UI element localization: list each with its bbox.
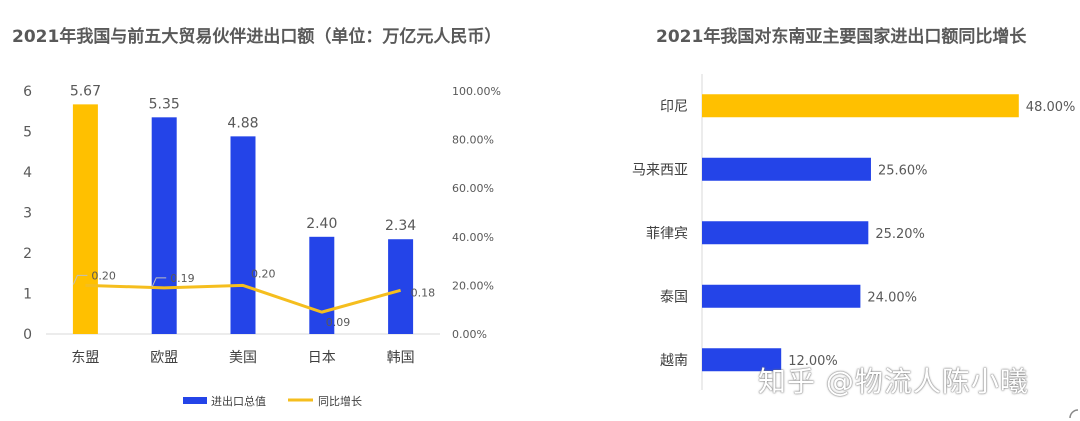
bar-value-label: 2.34 <box>385 218 416 234</box>
growth-value-label: 0.09 <box>326 316 351 329</box>
y-right-tick-label: 60.00% <box>452 182 494 195</box>
y-category-label: 泰国 <box>660 289 688 305</box>
bar-value-label: 4.88 <box>227 115 258 131</box>
y-category-label: 印尼 <box>660 99 688 115</box>
y-left-tick-label: 3 <box>23 206 32 222</box>
hbar-菲律宾 <box>702 221 869 245</box>
y-left-tick-label: 1 <box>23 287 32 303</box>
bar-东盟 <box>72 104 98 335</box>
x-tick-label: 美国 <box>229 350 257 366</box>
x-tick-label: 日本 <box>308 350 336 366</box>
growth-value-label: 0.19 <box>170 272 195 285</box>
x-tick-label: 东盟 <box>71 350 99 366</box>
legend-label-bar: 进出口总值 <box>211 394 266 408</box>
hbar-value-label: 24.00% <box>867 290 917 305</box>
growth-value-label: 0.20 <box>251 267 276 280</box>
hbar-value-label: 25.20% <box>875 227 925 242</box>
bar-value-label: 5.67 <box>70 83 101 99</box>
legend-swatch-bar <box>183 397 207 404</box>
hbar-value-label: 25.60% <box>878 163 928 178</box>
left-chart-title: 2021年我国与前五大贸易伙伴进出口额（单位：万亿元人民币） <box>12 27 502 47</box>
growth-line <box>85 283 402 314</box>
hbar-马来西亚 <box>702 157 871 181</box>
y-left-tick-label: 6 <box>23 84 32 100</box>
y-right-tick-label: 40.00% <box>452 231 494 244</box>
y-left-tick-label: 5 <box>23 125 32 141</box>
bar-欧盟 <box>151 117 177 334</box>
y-left-tick-label: 0 <box>23 327 32 343</box>
x-tick-label: 欧盟 <box>150 350 178 366</box>
y-category-label: 菲律宾 <box>646 226 688 242</box>
right-chart-title: 2021年我国对东南亚主要国家进出口额同比增长 <box>656 27 1027 47</box>
y-category-label: 马来西亚 <box>632 162 688 178</box>
hbar-value-label: 12.00% <box>788 354 838 369</box>
hbar-印尼 <box>702 94 1019 118</box>
bar-value-label: 2.40 <box>306 216 337 232</box>
y-right-tick-label: 0.00% <box>452 328 487 341</box>
y-left-tick-label: 4 <box>23 165 32 181</box>
hbar-越南 <box>702 348 782 372</box>
x-tick-label: 韩国 <box>387 350 415 366</box>
watermark-text: 知乎 @物流人陈小曦 <box>758 365 1029 398</box>
data-label-leader <box>151 277 167 288</box>
bar-韩国 <box>388 239 414 334</box>
y-category-label: 越南 <box>660 353 688 369</box>
y-right-tick-label: 100.00% <box>452 85 501 98</box>
corner-mark-icon <box>1069 409 1079 419</box>
growth-value-label: 0.18 <box>411 286 436 299</box>
y-left-tick-label: 2 <box>23 246 32 262</box>
growth-value-label: 0.20 <box>91 269 116 282</box>
bar-value-label: 5.35 <box>149 96 180 112</box>
bar-日本 <box>309 236 335 334</box>
data-label-leader <box>72 274 88 285</box>
y-right-tick-label: 80.00% <box>452 134 494 147</box>
y-right-tick-label: 20.00% <box>452 279 494 292</box>
bar-美国 <box>230 136 256 334</box>
hbar-泰国 <box>702 284 861 308</box>
hbar-value-label: 48.00% <box>1026 100 1076 115</box>
legend-label-line: 同比增长 <box>318 394 362 408</box>
